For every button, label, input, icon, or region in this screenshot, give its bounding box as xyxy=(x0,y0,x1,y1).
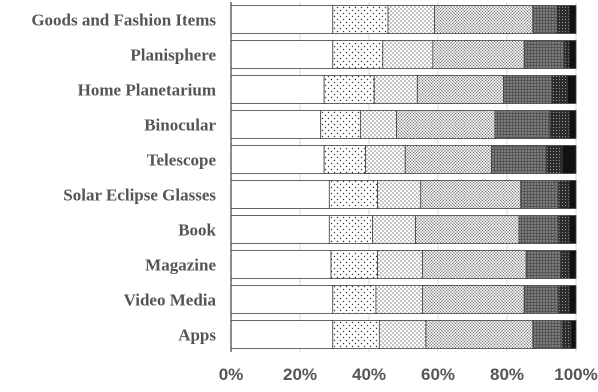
bar-segment xyxy=(404,145,492,174)
bar-segment xyxy=(558,215,570,244)
bar-segment xyxy=(230,110,322,139)
bar-segment xyxy=(518,215,560,244)
bar-segment xyxy=(491,145,548,174)
bar-segment xyxy=(230,250,332,279)
bar-segment xyxy=(359,110,397,139)
bar-segment xyxy=(377,250,423,279)
bar-segment xyxy=(568,180,577,209)
bar-segment xyxy=(434,5,534,34)
bar-segment xyxy=(546,145,563,174)
category-label: Telescope xyxy=(147,151,217,170)
bar-segment xyxy=(328,215,373,244)
category-label: Binocular xyxy=(144,116,216,135)
bar-segment xyxy=(560,250,570,279)
bar-segment xyxy=(230,145,325,174)
bar-segment xyxy=(396,110,496,139)
bar-segment xyxy=(568,40,577,69)
bar-segment xyxy=(230,5,334,34)
bar-segment xyxy=(332,40,384,69)
bar-segment xyxy=(372,215,416,244)
category-label: Book xyxy=(178,221,216,240)
bar-segment xyxy=(230,215,330,244)
bar-segment xyxy=(387,5,435,34)
bar-segment xyxy=(558,285,570,314)
bar-segment xyxy=(532,5,558,34)
category-label: Solar Eclipse Glasses xyxy=(63,186,216,205)
x-tick-labels: 0% 20% 40% 60% 80% 100% xyxy=(219,365,598,384)
bar-segment xyxy=(523,285,560,314)
bar-segment xyxy=(568,250,577,279)
x-tick-label: 40% xyxy=(352,365,386,384)
bar-segment xyxy=(365,145,406,174)
bar-segment xyxy=(570,320,577,349)
bar-segment xyxy=(520,180,560,209)
bar-segment xyxy=(230,320,334,349)
bar-segment xyxy=(332,5,389,34)
bar-segment xyxy=(330,250,379,279)
bars xyxy=(230,5,577,349)
category-label: Apps xyxy=(178,326,216,345)
bar-segment xyxy=(378,320,427,349)
bar-segment xyxy=(523,40,565,69)
bar-segment xyxy=(563,40,570,69)
bar-segment xyxy=(568,5,577,34)
bar-segment xyxy=(494,110,551,139)
x-tick-label: 0% xyxy=(219,365,244,384)
bar-segment xyxy=(323,145,366,174)
category-label: Video Media xyxy=(124,291,217,310)
category-labels: Goods and Fashion Items Planisphere Home P… xyxy=(31,11,216,345)
bar-segment xyxy=(532,320,563,349)
bar-segment xyxy=(568,285,577,314)
bar-segment xyxy=(561,145,577,174)
bar-segment xyxy=(568,110,577,139)
bar-segment xyxy=(525,250,561,279)
bar-segment xyxy=(230,285,334,314)
bar-segment xyxy=(422,250,527,279)
x-tick-label: 100% xyxy=(554,365,597,384)
bar-segment xyxy=(328,180,379,209)
bar-segment xyxy=(561,320,572,349)
bar-segment xyxy=(230,75,325,104)
bar-segment xyxy=(556,5,570,34)
category-label: Home Planetarium xyxy=(78,81,216,100)
bar-segment xyxy=(551,75,568,104)
bar-segment xyxy=(416,75,504,104)
x-tick-label: 60% xyxy=(421,365,455,384)
bar-segment xyxy=(549,110,570,139)
bar-segment xyxy=(568,215,577,244)
bar-segment xyxy=(415,215,520,244)
category-label: Goods and Fashion Items xyxy=(31,11,216,30)
bar-segment xyxy=(230,180,330,209)
bar-segment xyxy=(373,75,418,104)
x-tick-label: 80% xyxy=(490,365,524,384)
category-label: Magazine xyxy=(145,256,216,275)
bar-segment xyxy=(382,40,434,69)
bar-segment xyxy=(422,285,525,314)
bar-segment xyxy=(230,40,334,69)
bar-segment xyxy=(425,320,534,349)
bar-segment xyxy=(558,180,570,209)
bar-segment xyxy=(377,180,422,209)
bar-segment xyxy=(332,320,380,349)
category-label: Planisphere xyxy=(130,46,216,65)
bar-segment xyxy=(420,180,522,209)
bar-segment xyxy=(320,110,361,139)
bar-segment xyxy=(503,75,553,104)
bar-segment xyxy=(332,285,377,314)
bar-segment xyxy=(375,285,423,314)
x-tick-label: 20% xyxy=(283,365,317,384)
bar-segment xyxy=(432,40,525,69)
bar-segment xyxy=(323,75,375,104)
bar-segment xyxy=(566,75,577,104)
